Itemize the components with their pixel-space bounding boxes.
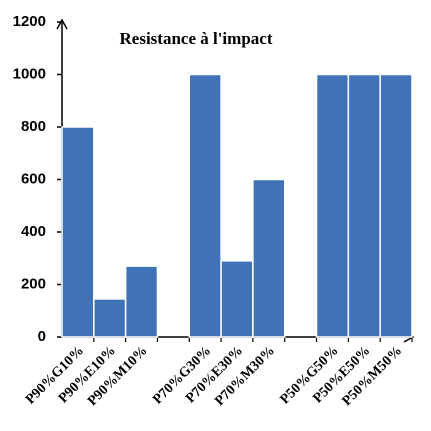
bar xyxy=(252,178,286,338)
bar xyxy=(220,260,254,338)
y-tick-label: 1000 xyxy=(13,65,46,82)
chart-title: Resistance à l'impact xyxy=(120,29,273,48)
y-tick-label: 1200 xyxy=(13,13,46,30)
bar xyxy=(93,298,127,338)
y-tick-label: 0 xyxy=(38,328,46,345)
bar xyxy=(347,73,381,338)
bar xyxy=(379,73,413,338)
bar xyxy=(188,73,222,338)
y-tick-label: 200 xyxy=(21,275,46,292)
y-tick-label: 400 xyxy=(21,223,46,240)
y-axis-arrow xyxy=(56,18,68,30)
y-tick-label: 600 xyxy=(21,170,46,187)
y-tick-label: 800 xyxy=(21,118,46,135)
bar xyxy=(61,126,95,338)
bar xyxy=(315,73,350,338)
bar xyxy=(124,265,159,338)
